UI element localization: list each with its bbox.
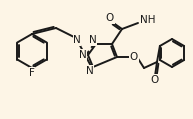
Text: O: O [130, 52, 138, 62]
Text: O: O [106, 13, 114, 23]
Text: N: N [89, 35, 97, 45]
Text: N: N [86, 66, 94, 76]
Text: F: F [29, 68, 35, 78]
Text: O: O [151, 75, 159, 85]
Text: N: N [73, 35, 81, 45]
Text: N: N [79, 50, 87, 60]
Text: NH: NH [140, 15, 156, 25]
